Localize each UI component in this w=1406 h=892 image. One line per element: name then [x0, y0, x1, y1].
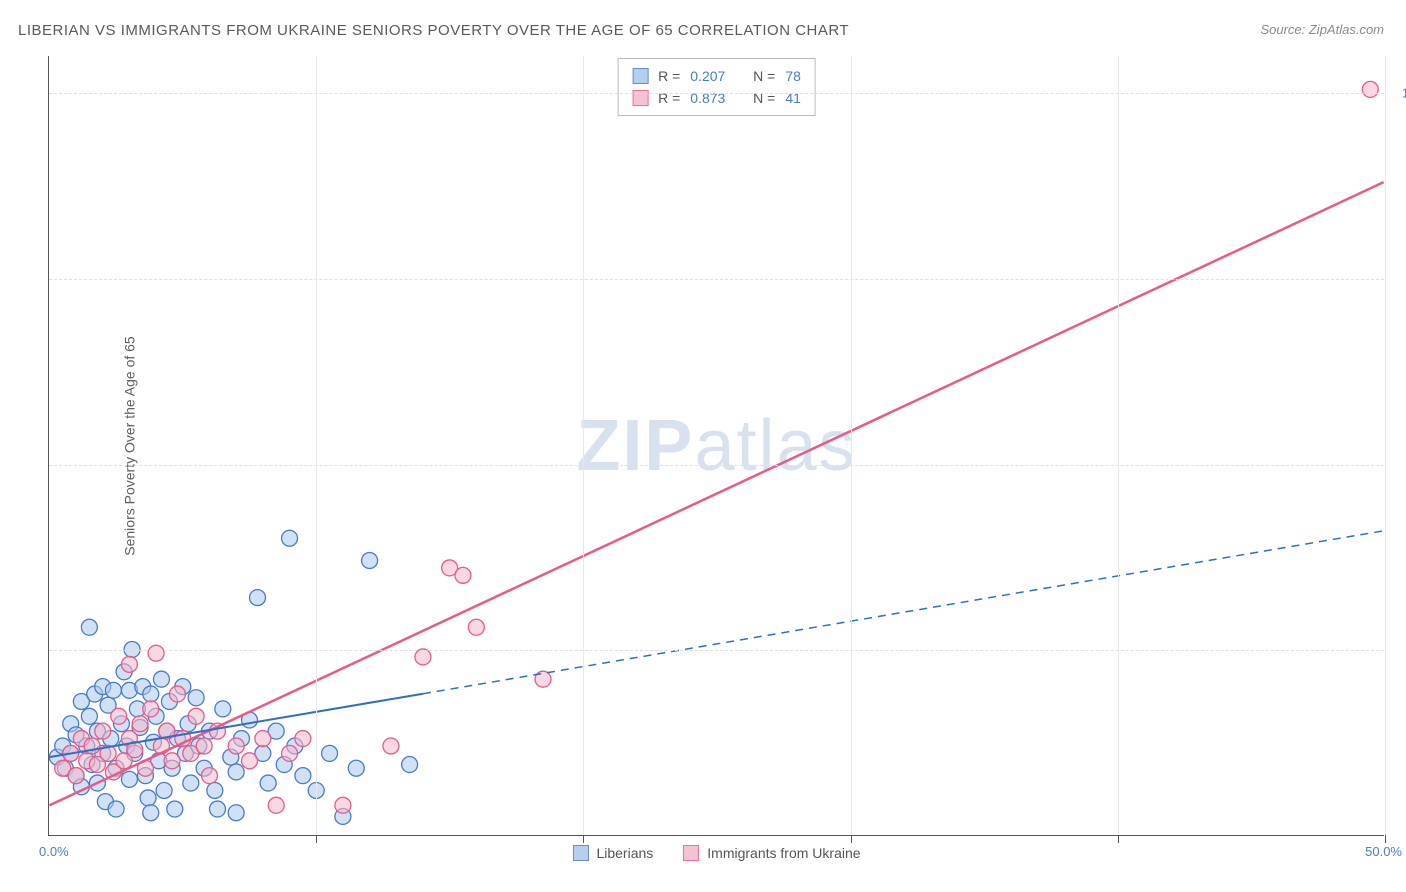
- data-point: [455, 567, 471, 583]
- x-axis-min-label: 0.0%: [39, 844, 69, 859]
- r-value-lib: 0.207: [690, 65, 725, 87]
- n-value-lib: 78: [785, 65, 801, 87]
- data-point: [105, 682, 121, 698]
- data-point: [81, 619, 97, 635]
- correlation-legend: R = 0.207 N = 78 R = 0.873 N = 41: [617, 58, 816, 116]
- data-point: [169, 686, 185, 702]
- data-point: [143, 701, 159, 717]
- chart-container: LIBERIAN VS IMMIGRANTS FROM UKRAINE SENI…: [0, 0, 1406, 892]
- legend-item-liberians: Liberians: [572, 845, 653, 861]
- data-point: [402, 757, 418, 773]
- data-point: [153, 671, 169, 687]
- plot-area: ZIPatlas R = 0.207 N = 78 R = 0.873 N = …: [48, 56, 1384, 836]
- data-point: [362, 553, 378, 569]
- data-point: [228, 805, 244, 821]
- data-point: [143, 686, 159, 702]
- legend-row-liberians: R = 0.207 N = 78: [632, 65, 801, 87]
- legend-item-ukraine: Immigrants from Ukraine: [683, 845, 860, 861]
- data-point: [348, 760, 364, 776]
- source-attribution: Source: ZipAtlas.com: [1260, 22, 1384, 37]
- data-point: [260, 775, 276, 791]
- swatch-liberians: [632, 68, 648, 84]
- n-label-lib: N =: [753, 65, 775, 87]
- data-point: [228, 764, 244, 780]
- data-point: [209, 801, 225, 817]
- data-point: [183, 775, 199, 791]
- data-point: [207, 782, 223, 798]
- data-point: [143, 805, 159, 821]
- legend-label-ukraine: Immigrants from Ukraine: [707, 845, 860, 861]
- data-point: [196, 738, 212, 754]
- n-label-ukr: N =: [753, 87, 775, 109]
- swatch-liberians-icon: [572, 845, 588, 861]
- data-point: [383, 738, 399, 754]
- x-axis-max-label: 50.0%: [1365, 844, 1402, 859]
- data-point: [1362, 81, 1378, 97]
- data-point: [250, 590, 266, 606]
- plot-svg: [49, 56, 1384, 835]
- data-point: [282, 745, 298, 761]
- legend-label-liberians: Liberians: [596, 845, 653, 861]
- data-point: [468, 619, 484, 635]
- data-point: [215, 701, 231, 717]
- data-point: [268, 797, 284, 813]
- data-point: [201, 768, 217, 784]
- swatch-ukraine-icon: [683, 845, 699, 861]
- data-point: [295, 768, 311, 784]
- data-point: [121, 771, 137, 787]
- data-point: [156, 782, 172, 798]
- data-point: [415, 649, 431, 665]
- data-point: [335, 797, 351, 813]
- data-point: [132, 716, 148, 732]
- data-point: [188, 690, 204, 706]
- data-point: [68, 768, 84, 784]
- series-legend: Liberians Immigrants from Ukraine: [572, 845, 860, 861]
- data-point: [255, 731, 271, 747]
- data-point: [167, 801, 183, 817]
- data-point: [322, 745, 338, 761]
- legend-row-ukraine: R = 0.873 N = 41: [632, 87, 801, 109]
- r-label-ukr: R =: [658, 87, 680, 109]
- data-point: [164, 753, 180, 769]
- data-point: [121, 656, 137, 672]
- data-point: [295, 731, 311, 747]
- data-point: [81, 708, 97, 724]
- data-point: [140, 790, 156, 806]
- r-label-lib: R =: [658, 65, 680, 87]
- r-value-ukr: 0.873: [690, 87, 725, 109]
- chart-title: LIBERIAN VS IMMIGRANTS FROM UKRAINE SENI…: [18, 22, 849, 39]
- n-value-ukr: 41: [785, 87, 801, 109]
- data-point: [188, 708, 204, 724]
- y-tick-label: 100.0%: [1402, 86, 1406, 101]
- data-point: [95, 723, 111, 739]
- data-point: [111, 708, 127, 724]
- data-point: [228, 738, 244, 754]
- data-point: [282, 530, 298, 546]
- data-point: [148, 645, 164, 661]
- data-point: [108, 801, 124, 817]
- data-point: [242, 753, 258, 769]
